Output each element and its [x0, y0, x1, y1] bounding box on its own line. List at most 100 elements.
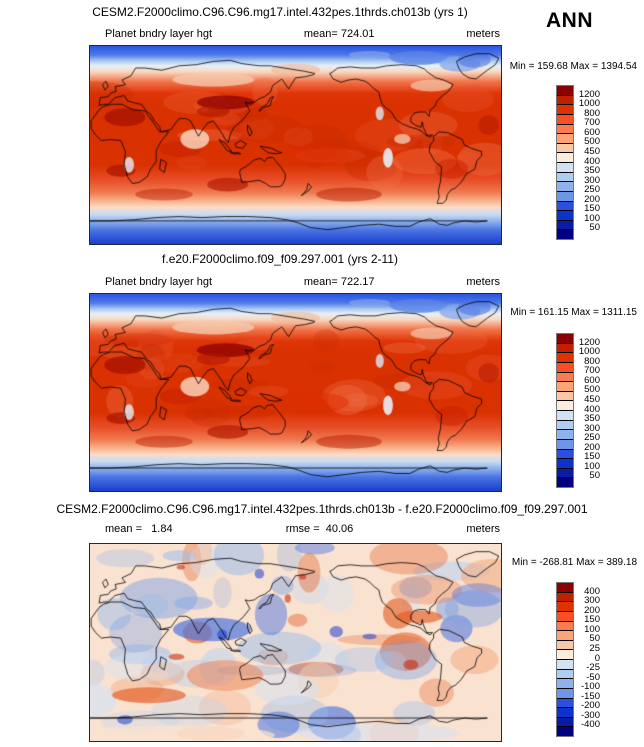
- panel1-colorbar-ticks: 1200 1000 800 700 600 500 450 400 350 300 250 200 15…: [574, 85, 602, 238]
- colorbar-segment: [557, 649, 573, 659]
- colorbar-segment: [557, 707, 573, 717]
- colorbar-segment: [557, 200, 573, 211]
- colorbar-tick-label: 400: [584, 155, 600, 167]
- colorbar-tick-label: 150: [584, 203, 600, 215]
- colorbar-segment: [557, 219, 573, 230]
- colorbar-tick-label: 1200: [578, 336, 600, 348]
- colorbar-segment: [557, 229, 573, 239]
- colorbar-segment: [557, 410, 573, 420]
- colorbar-tick-label: 450: [584, 393, 600, 405]
- colorbar-tick-label: -100: [580, 681, 600, 693]
- colorbar-tick-label: 800: [584, 355, 600, 367]
- panel1-map-canvas: [90, 46, 501, 244]
- colorbar-segment: [557, 123, 573, 134]
- panel2-mean-label: mean= 722.17: [303, 276, 375, 288]
- colorbar-tick-label: 200: [584, 193, 600, 205]
- colorbar-tick-label: 50: [589, 470, 600, 482]
- colorbar-tick-label: 1000: [578, 98, 600, 110]
- colorbar-tick-label: 50: [589, 633, 600, 645]
- colorbar-segment: [557, 467, 573, 478]
- colorbar-tick-label: 150: [584, 451, 600, 463]
- colorbar-tick-label: 300: [584, 422, 600, 434]
- colorbar-segment: [557, 381, 573, 391]
- panel3-map: [89, 543, 502, 742]
- panel2-map: [89, 293, 502, 492]
- colorbar-segment: [557, 716, 573, 727]
- colorbar-segment: [557, 448, 573, 459]
- colorbar-segment: [557, 659, 573, 669]
- panel2-colorbar-ticks: 1200 1000 800 700 600 500 450 400 350 300 250 200 15…: [574, 333, 602, 486]
- colorbar-tick-label: -300: [580, 709, 600, 721]
- colorbar-segment: [557, 610, 573, 621]
- colorbar-tick-label: 600: [584, 374, 600, 386]
- panel2-variable-label: Planet bndry layer hgt: [105, 276, 213, 288]
- colorbar-segment: [557, 400, 573, 410]
- panel3-minmax-label: Min = -268.81 Max = 389.18: [511, 557, 637, 568]
- colorbar-segment: [557, 371, 573, 382]
- panel1-units-label: meters: [466, 28, 500, 40]
- colorbar-tick-label: 350: [584, 165, 600, 177]
- colorbar-tick-label: 500: [584, 136, 600, 148]
- colorbar-segment: [557, 352, 573, 362]
- colorbar-segment: [557, 639, 573, 650]
- panel3-title: CESM2.F2000climo.C96.C96.mg17.intel.432p…: [56, 502, 588, 516]
- colorbar-tick-label: -150: [580, 690, 600, 702]
- colorbar-segment: [557, 477, 573, 487]
- panel2-title: f.e20.F2000climo.f09_f09.297.001 (yrs 2-…: [162, 252, 398, 266]
- colorbar-segment: [557, 181, 573, 191]
- colorbar-segment: [557, 668, 573, 679]
- colorbar-segment: [557, 94, 573, 105]
- panel2-units-label: meters: [466, 276, 500, 288]
- panel2-map-canvas: [90, 294, 501, 491]
- colorbar-segment: [557, 726, 573, 736]
- colorbar-segment: [557, 133, 573, 143]
- colorbar-segment: [557, 429, 573, 439]
- colorbar-segment: [557, 591, 573, 602]
- panel2-colorbar: [556, 333, 574, 488]
- panel3-colorbar: [556, 582, 574, 737]
- colorbar-segment: [557, 361, 573, 372]
- colorbar-tick-label: 800: [584, 107, 600, 119]
- panel3-rmse-label: rmse = 40.06: [285, 523, 354, 535]
- colorbar-tick-label: -50: [586, 671, 600, 683]
- colorbar-tick-label: 100: [584, 212, 600, 224]
- colorbar-tick-label: -200: [580, 700, 600, 712]
- colorbar-tick-label: 1000: [578, 346, 600, 358]
- colorbar-tick-label: 300: [584, 595, 600, 607]
- colorbar-segment: [557, 419, 573, 430]
- colorbar-tick-label: 450: [584, 145, 600, 157]
- colorbar-segment: [557, 104, 573, 114]
- colorbar-tick-label: 400: [584, 585, 600, 597]
- colorbar-segment: [557, 697, 573, 708]
- colorbar-tick-label: 600: [584, 126, 600, 138]
- panel1-mean-label: mean= 724.01: [303, 28, 375, 40]
- colorbar-tick-label: 25: [589, 642, 600, 654]
- colorbar-tick-label: 250: [584, 184, 600, 196]
- colorbar-segment: [557, 334, 573, 343]
- colorbar-tick-label: -25: [586, 662, 600, 674]
- colorbar-tick-label: 700: [584, 365, 600, 377]
- panel1-colorbar: [556, 85, 574, 240]
- colorbar-segment: [557, 390, 573, 401]
- colorbar-segment: [557, 86, 573, 95]
- colorbar-segment: [557, 601, 573, 611]
- colorbar-segment: [557, 458, 573, 468]
- colorbar-tick-label: 700: [584, 117, 600, 129]
- panel2-subtitle-row: Planet bndry layer hgt mean= 722.17 mete…: [105, 276, 500, 288]
- colorbar-tick-label: 200: [584, 604, 600, 616]
- colorbar-segment: [557, 630, 573, 640]
- colorbar-segment: [557, 678, 573, 688]
- colorbar-segment: [557, 190, 573, 201]
- colorbar-segment: [557, 113, 573, 124]
- colorbar-segment: [557, 438, 573, 449]
- colorbar-segment: [557, 620, 573, 631]
- panel3-colorbar-ticks: 400 300 200 150 100 50 25 0 -25 -50 -100 -150 -200 -3…: [574, 582, 602, 735]
- colorbar-tick-label: 400: [584, 403, 600, 415]
- colorbar-segment: [557, 583, 573, 592]
- colorbar-tick-label: 0: [594, 652, 600, 664]
- colorbar-tick-label: 500: [584, 384, 600, 396]
- colorbar-segment: [557, 687, 573, 698]
- colorbar-tick-label: 50: [589, 222, 600, 234]
- colorbar-segment: [557, 210, 573, 220]
- panel3-subtitle-row: mean = 1.84 rmse = 40.06 meters: [105, 523, 500, 535]
